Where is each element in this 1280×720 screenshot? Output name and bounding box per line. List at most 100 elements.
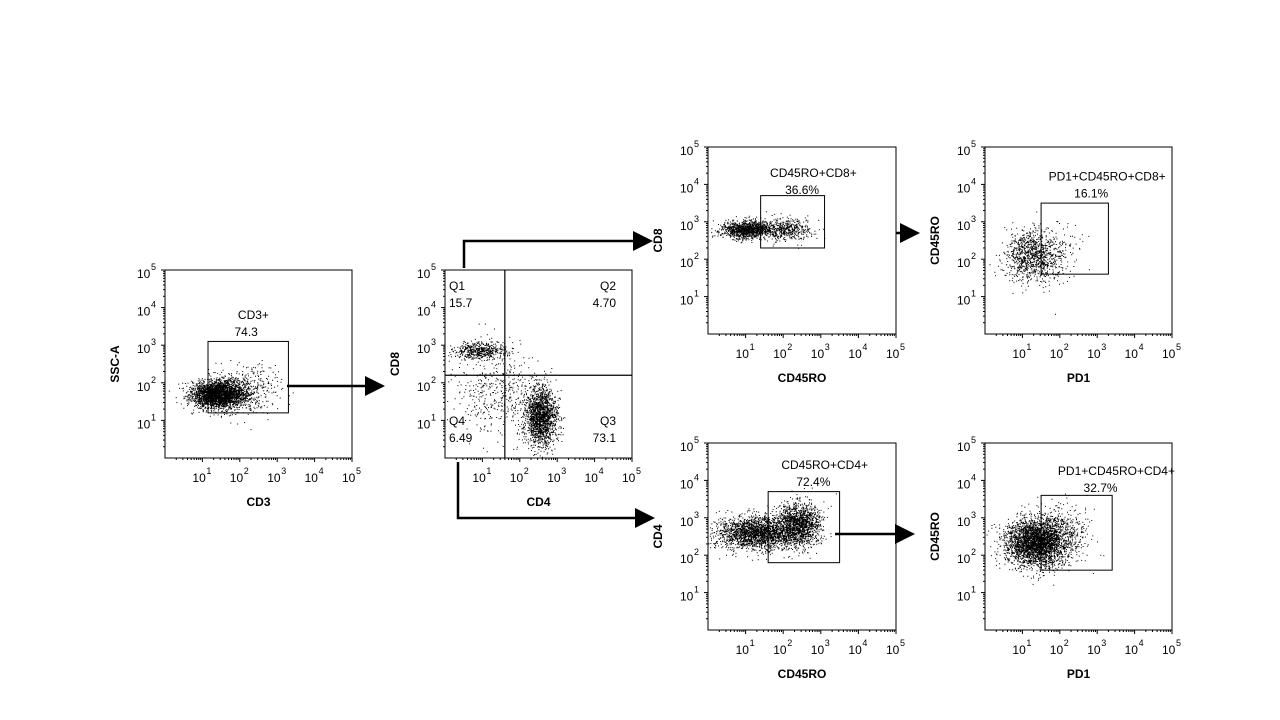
event-dots bbox=[168, 360, 294, 431]
x-axis-label: CD4 bbox=[526, 495, 550, 509]
plot-pd1cd8: 10 1 10 2 10 3 10 4 10 510 110 210 310 410 5PD1CD45ROP… bbox=[928, 139, 1181, 385]
x-tick-exponent: 4 bbox=[1139, 342, 1144, 352]
y-tick-exponent: 4 bbox=[431, 300, 436, 310]
y-tick-label: 10 bbox=[417, 380, 431, 394]
y-axis-label: CD45RO bbox=[928, 512, 942, 561]
x-tick-exponent: 5 bbox=[900, 638, 905, 648]
y-tick-exponent: 2 bbox=[694, 547, 699, 557]
scatter-points bbox=[986, 493, 1105, 586]
gate-name: CD3+ bbox=[238, 308, 269, 322]
x-tick-label: 10 bbox=[1087, 347, 1101, 361]
x-tick-label: 10 bbox=[472, 471, 486, 485]
x-tick-label: 10 bbox=[1087, 643, 1101, 657]
x-tick-exponent: 4 bbox=[599, 466, 604, 476]
plot-frame bbox=[707, 146, 897, 335]
y-tick-label: 10 bbox=[957, 219, 971, 233]
x-tick-label: 10 bbox=[811, 347, 825, 361]
y-tick-label: 10 bbox=[680, 294, 694, 308]
x-tick-label: 10 bbox=[848, 347, 862, 361]
x-tick-exponent: 4 bbox=[862, 342, 867, 352]
x-tick-exponent: 2 bbox=[1064, 342, 1069, 352]
x-tick-label: 10 bbox=[1012, 643, 1026, 657]
plot-cd4cd8: 10 1 10 2 10 3 10 4 10 510 110 210 310 410 5CD4CD8Q115… bbox=[388, 262, 641, 509]
y-tick-exponent: 3 bbox=[971, 510, 976, 520]
plot-cd3: 10 1 10 2 10 3 10 4 10 510 110 210 310 410 5CD3SSC-ACD… bbox=[108, 262, 361, 509]
y-tick-label: 10 bbox=[417, 267, 431, 281]
x-tick-label: 10 bbox=[622, 471, 636, 485]
y-tick-exponent: 1 bbox=[151, 412, 156, 422]
y-tick-label: 10 bbox=[137, 342, 151, 356]
x-axis-label: PD1 bbox=[1067, 667, 1091, 681]
y-tick-exponent: 5 bbox=[971, 435, 976, 445]
quadrant-name: Q3 bbox=[600, 414, 616, 428]
x-tick-exponent: 5 bbox=[636, 466, 641, 476]
y-tick-exponent: 4 bbox=[151, 300, 156, 310]
plot-frame bbox=[444, 269, 633, 459]
gate-value: 16.1% bbox=[1074, 187, 1108, 201]
x-tick-label: 10 bbox=[192, 471, 206, 485]
y-tick-exponent: 5 bbox=[151, 262, 156, 272]
y-tick-label: 10 bbox=[137, 267, 151, 281]
quadrant-value: 15.7 bbox=[449, 296, 473, 310]
y-tick-label: 10 bbox=[957, 590, 971, 604]
x-tick-exponent: 1 bbox=[206, 466, 211, 476]
x-tick-exponent: 5 bbox=[356, 466, 361, 476]
scatter-points bbox=[168, 360, 294, 431]
y-tick-label: 10 bbox=[137, 417, 151, 431]
x-tick-label: 10 bbox=[547, 471, 561, 485]
y-tick-label: 10 bbox=[137, 380, 151, 394]
plot-pd1cd4: 10 1 10 2 10 3 10 4 10 510 110 210 310 410 5PD1CD45ROP… bbox=[928, 435, 1181, 681]
gate-value: 74.3 bbox=[234, 325, 258, 339]
x-axis-label: CD45RO bbox=[778, 371, 827, 385]
x-tick-label: 10 bbox=[1162, 347, 1176, 361]
x-tick-label: 10 bbox=[230, 471, 244, 485]
y-tick-exponent: 2 bbox=[151, 375, 156, 385]
event-dots bbox=[447, 323, 566, 458]
y-tick-exponent: 4 bbox=[694, 472, 699, 482]
y-tick-label: 10 bbox=[417, 417, 431, 431]
gate-rect bbox=[760, 195, 826, 249]
x-tick-label: 10 bbox=[1125, 347, 1139, 361]
x-tick-label: 10 bbox=[1012, 347, 1026, 361]
x-tick-exponent: 4 bbox=[862, 638, 867, 648]
x-tick-label: 10 bbox=[1162, 643, 1176, 657]
y-tick-exponent: 3 bbox=[151, 337, 156, 347]
x-tick-exponent: 2 bbox=[524, 466, 529, 476]
arrow-q1-to-cd8 bbox=[462, 231, 653, 268]
y-tick-label: 10 bbox=[417, 342, 431, 356]
y-tick-exponent: 2 bbox=[694, 251, 699, 261]
x-tick-exponent: 2 bbox=[1064, 638, 1069, 648]
x-tick-exponent: 1 bbox=[750, 342, 755, 352]
y-tick-label: 10 bbox=[680, 477, 694, 491]
x-tick-label: 10 bbox=[773, 347, 787, 361]
quadrant-name: Q2 bbox=[600, 279, 616, 293]
y-axis-label: SSC-A bbox=[108, 345, 122, 383]
x-tick-exponent: 3 bbox=[825, 342, 830, 352]
scatter-points bbox=[708, 487, 837, 561]
x-axis-label: CD3 bbox=[246, 495, 270, 509]
y-tick-exponent: 2 bbox=[971, 251, 976, 261]
gate-name: PD1+CD45RO+CD8+ bbox=[1049, 170, 1166, 184]
x-tick-label: 10 bbox=[267, 471, 281, 485]
plot-frame bbox=[984, 442, 1173, 631]
y-tick-exponent: 1 bbox=[431, 412, 436, 422]
y-tick-exponent: 5 bbox=[971, 139, 976, 149]
quadrant-value: 6.49 bbox=[449, 431, 473, 445]
x-tick-label: 10 bbox=[1050, 347, 1064, 361]
x-tick-exponent: 2 bbox=[787, 342, 792, 352]
x-tick-label: 10 bbox=[342, 471, 356, 485]
x-tick-label: 10 bbox=[305, 471, 319, 485]
y-tick-exponent: 1 bbox=[694, 289, 699, 299]
y-tick-label: 10 bbox=[680, 440, 694, 454]
plot-cd4ro: 10 1 10 2 10 3 10 4 10 510 110 210 310 410 5CD45ROCD4C… bbox=[651, 435, 905, 681]
scatter-points bbox=[989, 211, 1090, 315]
y-tick-exponent: 1 bbox=[694, 585, 699, 595]
x-tick-label: 10 bbox=[585, 471, 599, 485]
quadrant-name: Q1 bbox=[449, 279, 465, 293]
gate-name: CD45RO+CD8+ bbox=[770, 166, 857, 180]
gate-value: 32.7% bbox=[1084, 481, 1118, 495]
x-axis-label: PD1 bbox=[1067, 371, 1091, 385]
y-tick-exponent: 5 bbox=[431, 262, 436, 272]
x-tick-exponent: 1 bbox=[750, 638, 755, 648]
plot-cd8ro: 10 1 10 2 10 3 10 4 10 510 110 210 310 410 5CD45ROCD8C… bbox=[651, 139, 905, 385]
